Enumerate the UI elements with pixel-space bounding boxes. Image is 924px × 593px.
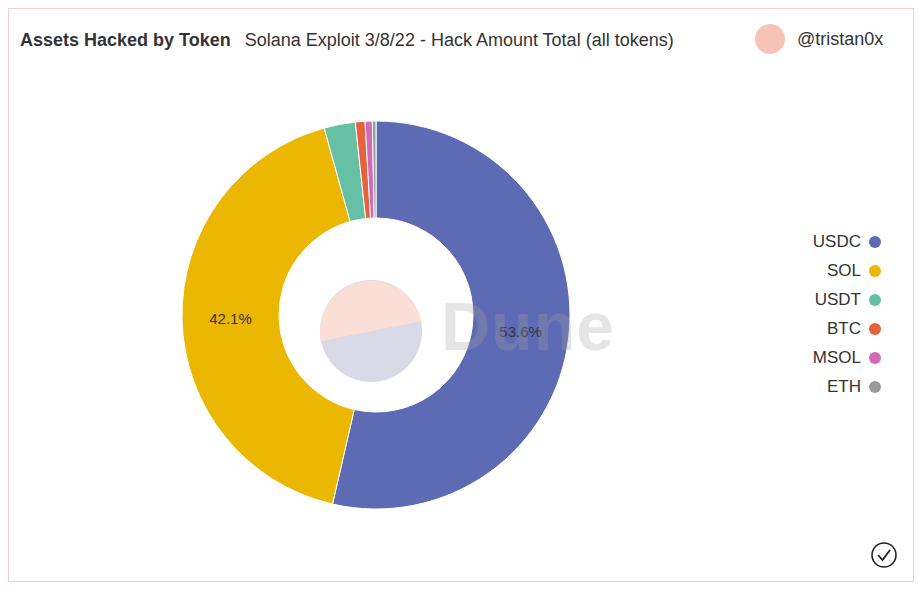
svg-text:42.1%: 42.1% — [209, 310, 252, 327]
svg-text:53.6%: 53.6% — [499, 323, 542, 340]
